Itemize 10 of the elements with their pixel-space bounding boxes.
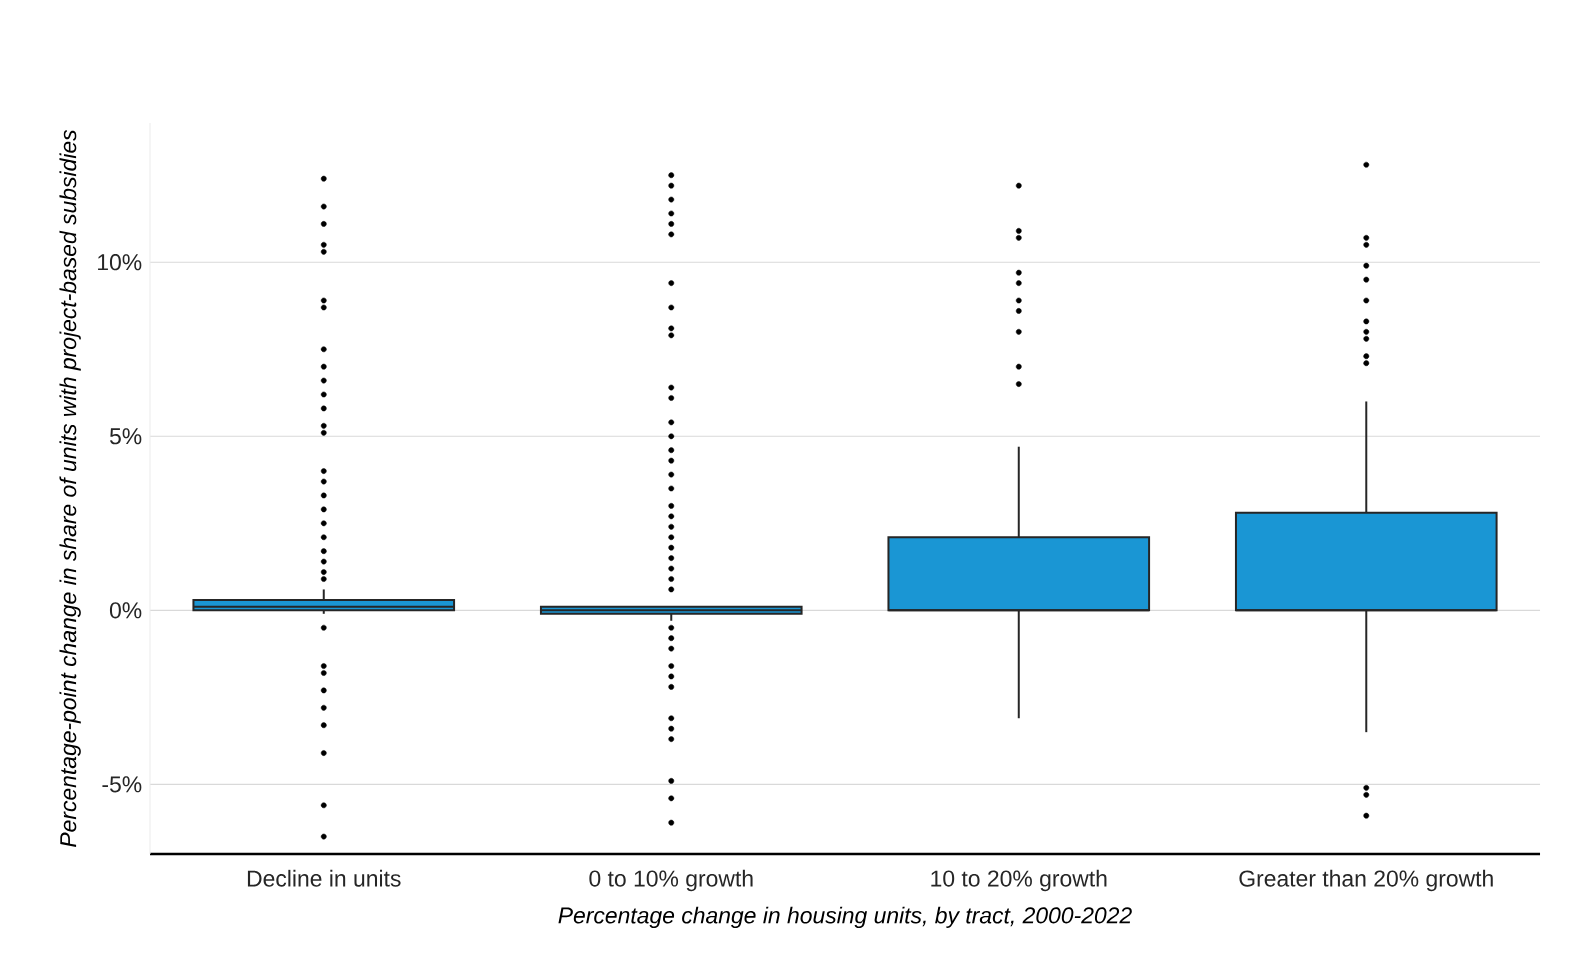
x-tick-label: 0 to 10% growth	[589, 869, 753, 892]
y-tick-label: 5%	[109, 428, 142, 445]
x-tick-label: Greater than 20% growth	[1239, 869, 1493, 892]
y-tick-label: 0%	[109, 602, 142, 619]
y-axis-title: Percentage-point change in share of units with project-based subsidies	[59, 129, 81, 847]
x-tick-label: 10 to 20% growth	[931, 869, 1107, 892]
y-tick-label: 10%	[98, 254, 142, 271]
x-axis-title: Percentage change in housing units, by tract, 2000-2022	[558, 906, 1132, 929]
y-tick-label: -5%	[102, 776, 142, 793]
x-tick-label: Decline in units	[247, 869, 401, 887]
